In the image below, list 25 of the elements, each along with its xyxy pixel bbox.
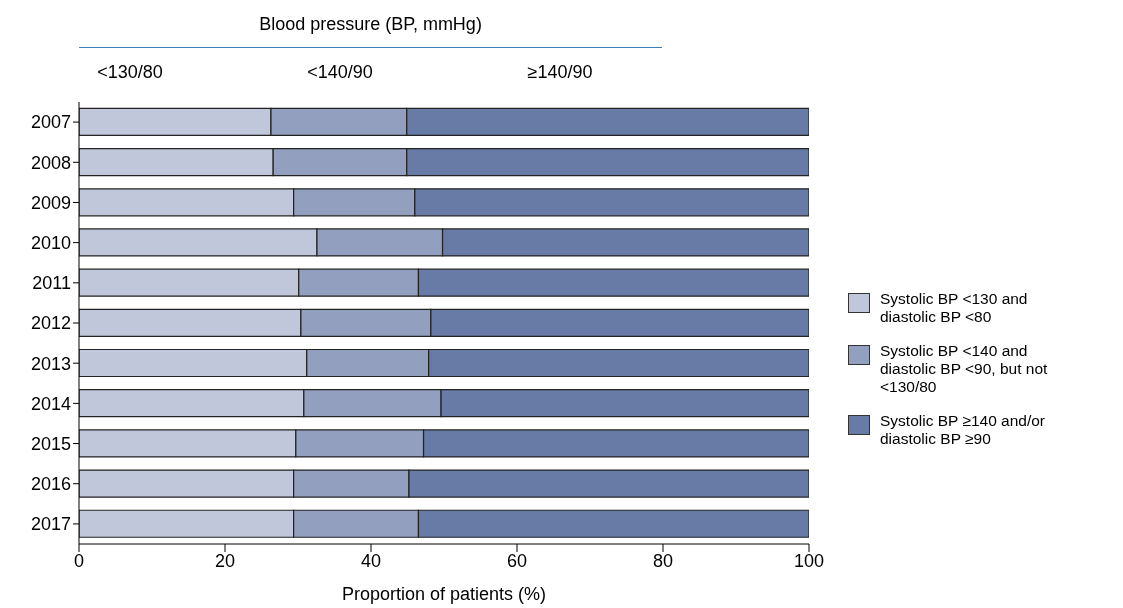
text: <130/80 bbox=[97, 62, 163, 83]
chart-title: Blood pressure (BP, mmHg) bbox=[258, 14, 483, 35]
x-tick-label: 60 bbox=[506, 550, 528, 571]
y-tick-label: 2011 bbox=[32, 273, 71, 294]
y-tick-label: 2008 bbox=[30, 152, 71, 173]
y-tick-label: 2016 bbox=[30, 474, 71, 495]
y-tick-label: 2015 bbox=[30, 433, 71, 454]
x-tick-label: 80 bbox=[652, 550, 674, 571]
legend-label: Systolic BP <140 and diastolic BP <90, but not <130/80 bbox=[880, 342, 1049, 396]
y-tick-label: 2010 bbox=[30, 233, 71, 254]
legend-label: Systolic BP <130 and diastolic BP <80 bbox=[880, 290, 1029, 326]
text: ≥140/90 bbox=[527, 62, 593, 83]
x-tick-label: 0 bbox=[73, 550, 85, 571]
x-tick-label: 40 bbox=[360, 550, 382, 571]
y-tick-label: 2007 bbox=[30, 112, 71, 133]
text: Systolic BP ≥140 and/or diastolic BP ≥90 bbox=[880, 412, 1047, 448]
x-tick-label: 20 bbox=[214, 550, 236, 571]
y-tick-label: 2012 bbox=[30, 313, 71, 334]
y-tick-label: 2014 bbox=[30, 393, 71, 414]
y-tick-label: 2017 bbox=[30, 514, 71, 535]
x-tick-label: 100 bbox=[793, 550, 825, 571]
y-tick-label: 2009 bbox=[30, 192, 71, 213]
y-tick-label: 2013 bbox=[30, 353, 71, 374]
text: <140/90 bbox=[307, 62, 373, 83]
x-axis-title: Proportion of patients (%) bbox=[341, 584, 547, 604]
